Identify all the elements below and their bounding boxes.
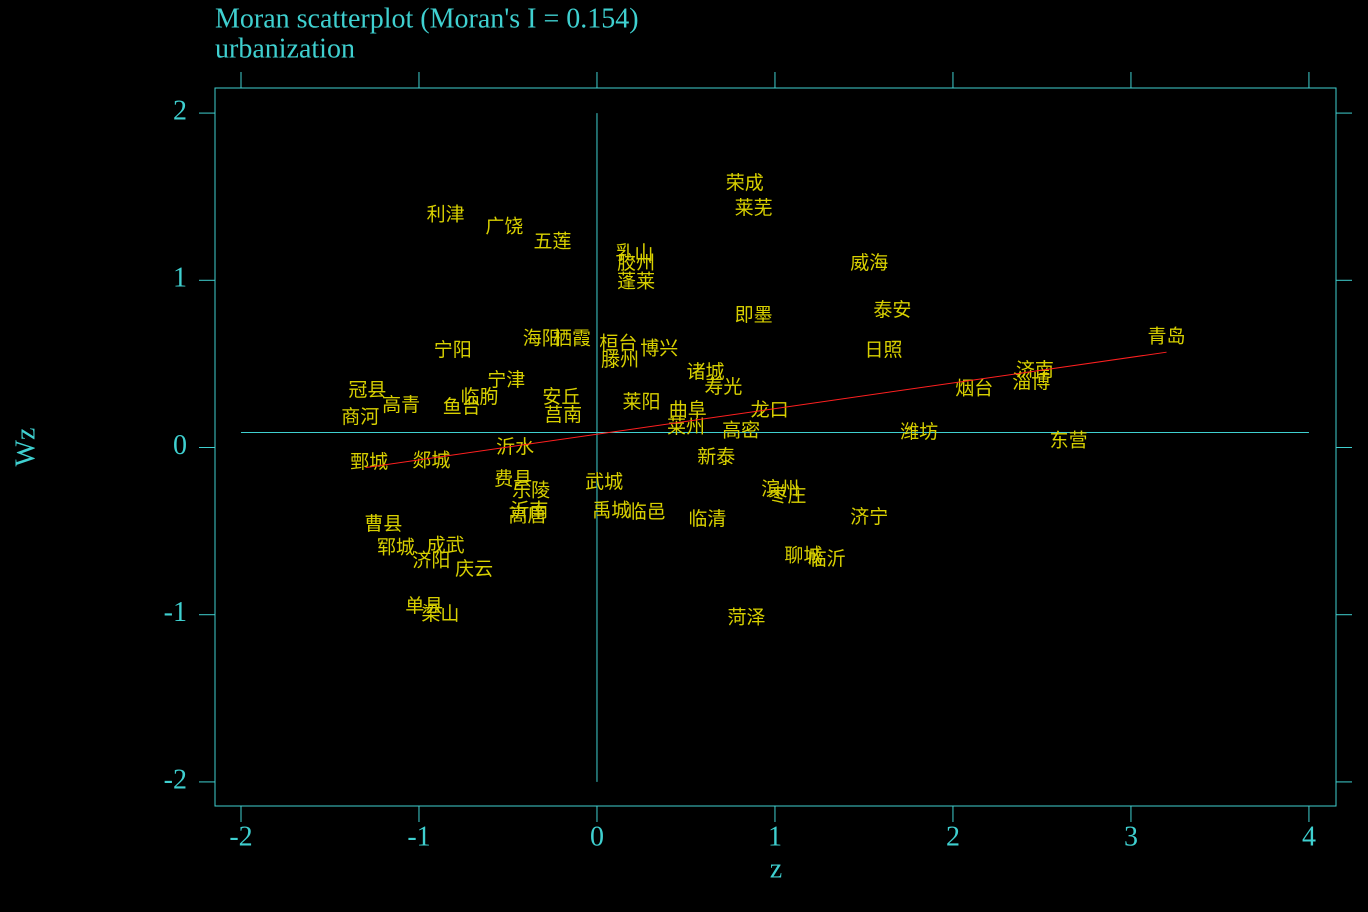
- point-label: 沂南: [510, 500, 548, 522]
- x-tick-label: 4: [1302, 821, 1316, 852]
- point-label: 东营: [1050, 429, 1088, 451]
- point-label: 济阳: [412, 550, 450, 572]
- point-label: 日照: [865, 339, 903, 361]
- point-label: 淄博: [1012, 371, 1050, 393]
- point-label: 桓台: [599, 332, 637, 354]
- point-label: 临朐: [460, 386, 498, 408]
- fit-line: [365, 351, 1167, 469]
- point-label: 青岛: [1148, 326, 1186, 348]
- x-tick-label: -2: [229, 821, 252, 852]
- point-label: 滨州: [761, 478, 799, 500]
- x-tick-label: 0: [590, 821, 604, 852]
- point-label: 潍坊: [900, 421, 938, 443]
- point-label: 诸城: [687, 361, 725, 383]
- point-label: 滕州: [601, 349, 639, 371]
- point-label: 梁山: [421, 603, 459, 625]
- y-tick-label: 1: [173, 263, 187, 294]
- point-label: 宁津: [487, 369, 525, 391]
- point-label: 高唐: [509, 505, 547, 527]
- point-label: 广饶: [485, 215, 523, 237]
- point-label: 曹县: [364, 513, 402, 535]
- point-label: 枣庄: [768, 484, 806, 506]
- point-label: 龙口: [751, 399, 789, 421]
- point-label: 五莲: [533, 230, 571, 252]
- point-label: 烟台: [955, 377, 993, 399]
- y-tick-label: -1: [164, 597, 187, 628]
- point-label: 高青: [382, 394, 420, 416]
- point-label: 沂水: [496, 436, 534, 458]
- point-label: 武城: [585, 471, 623, 493]
- point-label: 临邑: [628, 501, 666, 523]
- point-label: 即墨: [735, 304, 773, 326]
- point-label: 临沂: [808, 548, 846, 570]
- point-label: 郓城: [377, 536, 415, 558]
- point-label: 费县: [494, 468, 532, 490]
- point-label: 栖霞: [553, 327, 591, 349]
- point-label: 郯城: [412, 449, 450, 471]
- y-tick-label: 0: [173, 430, 187, 461]
- point-label: 菏泽: [727, 607, 765, 629]
- point-label: 海阳: [523, 327, 561, 349]
- x-tick-label: 3: [1124, 821, 1138, 852]
- point-label: 利津: [427, 204, 465, 226]
- point-label: 鱼台: [443, 396, 481, 418]
- x-tick-label: 2: [946, 821, 960, 852]
- x-tick-label: -1: [407, 821, 430, 852]
- point-label: 乐陵: [512, 479, 550, 501]
- point-label: 博兴: [640, 337, 678, 359]
- point-label: 莱阳: [622, 391, 660, 413]
- point-label: 莱芜: [735, 197, 773, 219]
- point-label: 商河: [341, 406, 379, 428]
- point-label: 威海: [850, 252, 888, 274]
- x-axis-title: z: [770, 853, 782, 884]
- chart-title: Moran scatterplot (Moran's I = 0.154): [215, 3, 639, 34]
- point-label: 泰安: [873, 299, 911, 321]
- point-label: 荣成: [726, 172, 764, 194]
- point-label: 济宁: [850, 506, 888, 528]
- point-label: 安丘: [542, 386, 580, 408]
- point-label: 宁阳: [434, 339, 472, 361]
- point-label: 新泰: [697, 446, 735, 468]
- point-label: 冠县: [348, 379, 386, 401]
- point-label: 聊城: [784, 545, 822, 567]
- y-axis-title: Wz: [10, 428, 41, 467]
- y-tick-label: 2: [173, 96, 187, 127]
- point-label: 高密: [722, 419, 760, 441]
- point-label: 济南: [1016, 359, 1054, 381]
- point-label: 莒南: [544, 404, 582, 426]
- point-label: 曲阜: [669, 399, 707, 421]
- x-tick-label: 1: [768, 821, 782, 852]
- point-label: 寿光: [704, 376, 742, 398]
- point-label: 成武: [427, 535, 465, 557]
- y-tick-label: -2: [164, 764, 187, 795]
- point-label: 胶州: [617, 252, 655, 274]
- plot-frame: [214, 87, 1337, 807]
- point-label: 禹城: [592, 500, 630, 522]
- point-label: 鄄城: [350, 451, 388, 473]
- point-label: 单县: [405, 595, 443, 617]
- point-label: 莱州: [667, 416, 705, 438]
- point-label: 乳山: [615, 242, 653, 264]
- point-label: 蓬莱: [617, 270, 655, 292]
- point-label: 临清: [688, 508, 726, 530]
- point-label: 庆云: [455, 558, 493, 580]
- chart-subtitle: urbanization: [215, 33, 355, 64]
